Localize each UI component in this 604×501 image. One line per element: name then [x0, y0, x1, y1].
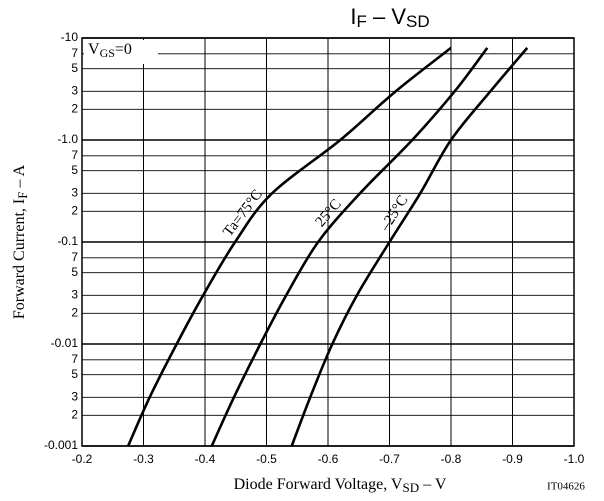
y-tick-label: -0.001	[44, 438, 78, 452]
y-tick-label: -0.1	[57, 234, 78, 248]
chart-title: IF – VSD	[350, 4, 429, 32]
figure-code: IT04626	[547, 481, 585, 493]
condition-label: VGS=0	[88, 41, 132, 60]
label-sub: SD	[402, 480, 419, 495]
y-tick-label: 2	[71, 305, 78, 319]
y-tick-label: 5	[71, 367, 78, 381]
title-part: I	[350, 4, 356, 29]
label-part: Diode Forward Voltage, V	[234, 476, 403, 493]
title-sub: SD	[406, 12, 430, 31]
label-part: – A	[11, 164, 28, 191]
series-line	[290, 47, 529, 447]
series-label: 25°C	[312, 196, 344, 230]
x-tick-label: -0.5	[256, 452, 277, 466]
x-tick-label: -0.4	[195, 452, 216, 466]
label-sub: GS	[100, 46, 115, 60]
y-tick-label: 7	[71, 352, 78, 366]
y-tick-label: 2	[71, 203, 78, 217]
y-tick-label: 3	[71, 84, 78, 98]
series-line	[126, 46, 452, 447]
condition-box	[84, 40, 158, 64]
plot-frame	[81, 37, 575, 447]
title-part: – V	[367, 4, 406, 29]
y-tick-label: 2	[71, 101, 78, 115]
y-tick-label: 7	[71, 148, 78, 162]
title-sub: F	[356, 12, 366, 31]
y-tick-label: 5	[71, 61, 78, 75]
x-tick-label: -0.6	[318, 452, 339, 466]
y-tick-label: 7	[71, 250, 78, 264]
y-tick-label: -10	[61, 30, 79, 44]
y-tick-label: -1.0	[57, 132, 78, 146]
series-line	[210, 47, 489, 447]
x-tick-label: -0.3	[133, 452, 154, 466]
label-part: =0	[115, 41, 132, 58]
y-tick-label: 7	[71, 46, 78, 60]
y-axis-label: Forward Current, IF – A	[11, 164, 30, 319]
label-part: – V	[419, 476, 447, 493]
x-tick-label: -0.7	[379, 452, 400, 466]
label-sub: F	[15, 192, 30, 199]
lines	[126, 46, 529, 447]
x-tick-label: -0.9	[502, 452, 523, 466]
y-tick-label: 5	[71, 163, 78, 177]
x-tick-label: -0.8	[441, 452, 462, 466]
label-part: V	[88, 41, 100, 58]
x-tick-label: -1.0	[564, 452, 585, 466]
y-tick-label: 3	[71, 390, 78, 404]
y-tick-label: 3	[71, 186, 78, 200]
label-part: Forward Current, I	[11, 199, 28, 319]
x-axis-label: Diode Forward Voltage, VSD – V	[234, 476, 447, 495]
x-tick-label: -0.2	[72, 452, 93, 466]
y-tick-label: -0.01	[51, 336, 79, 350]
y-tick-label: 5	[71, 265, 78, 279]
y-tick-label: 3	[71, 288, 78, 302]
y-tick-label: 2	[71, 407, 78, 421]
